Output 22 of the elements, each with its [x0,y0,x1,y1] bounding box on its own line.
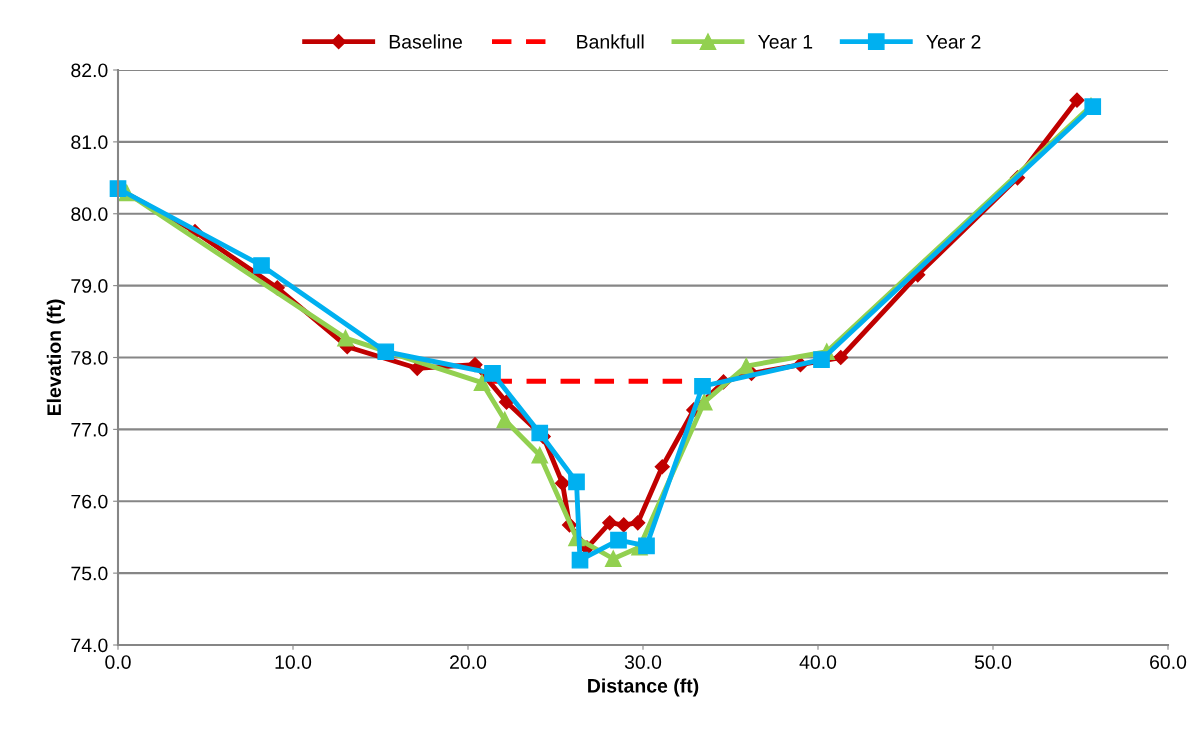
y-tick-label: 76.0 [71,494,108,509]
y-tick-label: 78.0 [71,350,108,365]
x-axis-title: Distance (ft) [588,678,699,697]
x-tick-label: 0.0 [105,655,131,669]
y-axis-title: Elevation (ft) [46,299,65,416]
y-tick-label: 74.0 [71,638,108,653]
x-tick-label: 50.0 [974,655,1012,669]
x-tick-label: 20.0 [450,655,487,669]
y-tick-label: 81.0 [71,135,108,150]
y-tick-label: 80.0 [71,207,108,221]
y-tick-label: 77.0 [71,422,108,437]
x-tick-label: 60.0 [1150,655,1187,669]
x-tick-label: 40.0 [799,655,837,669]
y-tick-label: 75.0 [71,566,108,581]
y-tick-label: 79.0 [71,279,108,293]
legend-label: Year 1 [757,35,813,49]
legend-label: Year 2 [926,34,981,49]
x-tick-label: 10.0 [275,655,312,669]
legend-label: Baseline [389,34,462,49]
y-tick-label: 82.0 [71,63,108,78]
x-tick-label: 30.0 [624,655,662,669]
legend-label: Bankfull [577,34,644,49]
